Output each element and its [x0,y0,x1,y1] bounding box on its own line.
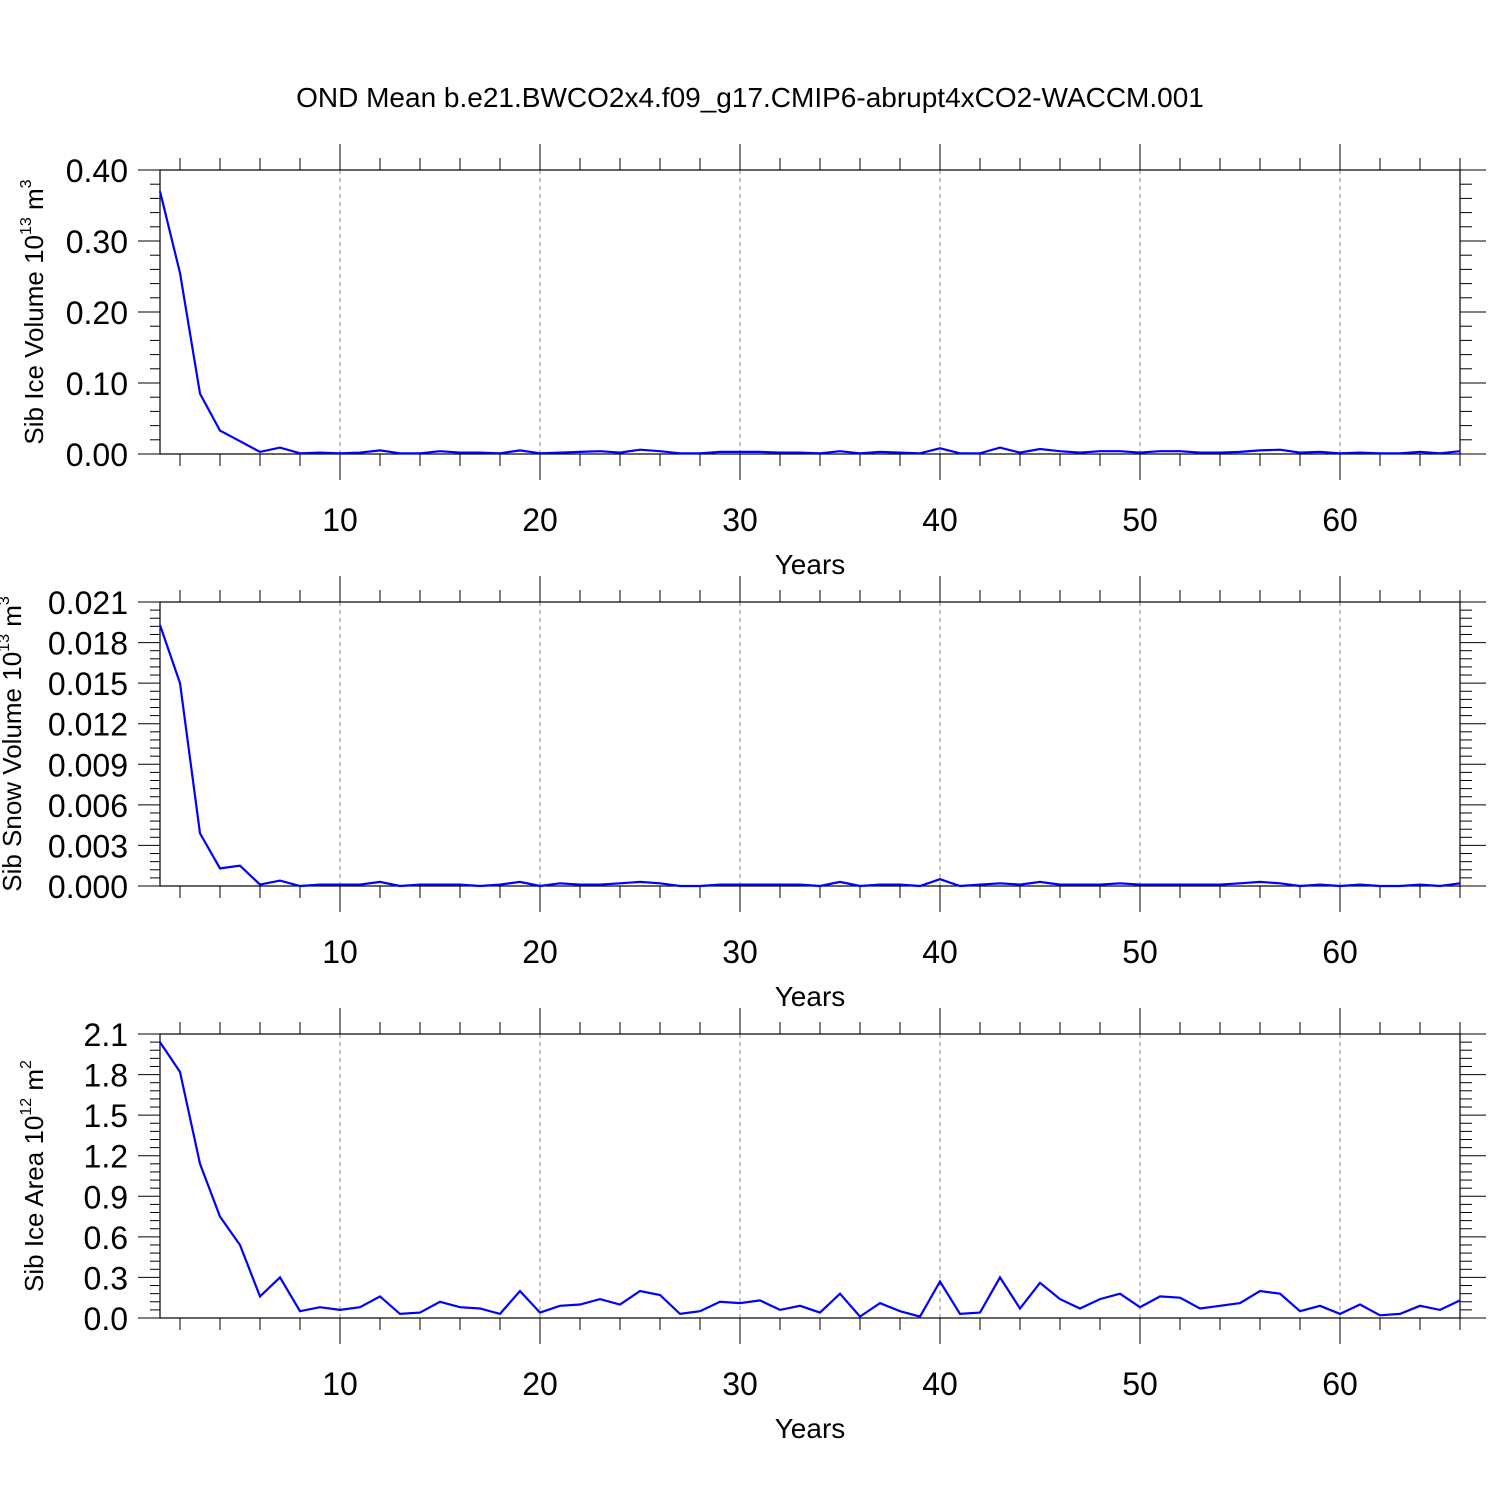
panel-snow-volume: Years 10 20 30 40 50 60 0.000 0.003 0.006 0.009 0.… [0,576,1486,1012]
y-tick-label: 0.30 [66,224,128,260]
x-tick-label: 40 [922,502,958,538]
x-tick-label: 50 [1122,934,1158,970]
series-line [158,624,1461,888]
y-tick-label: 0.012 [48,707,128,743]
y-tick-label: 0.6 [84,1220,128,1256]
x-tick-label: 60 [1322,1366,1358,1402]
y-axis-label: Sib Ice Area 1012 m2 [18,1060,49,1292]
y-tick-label: 0.000 [48,869,128,905]
x-tick-label: 30 [722,1366,758,1402]
y-tick-label: 0.0 [84,1301,128,1337]
x-tick-label: 60 [1322,502,1358,538]
chart-title: OND Mean b.e21.BWCO2x4.f09_g17.CMIP6-abr… [296,82,1204,113]
panel-ice-area: Years 10 20 30 40 50 60 0.0 0.3 0.6 0.9 1.2 1.5 1.8 2… [18,1008,1486,1444]
y-tick-label: 0.003 [48,828,128,864]
x-tick-label: 20 [522,502,558,538]
x-tick-label: 20 [522,934,558,970]
y-tick-label: 0.009 [48,747,128,783]
x-tick-label: 40 [922,934,958,970]
y-tick-label: 0.00 [66,437,128,473]
y-tick-label: 0.9 [84,1179,128,1215]
y-tick-label: 0.3 [84,1260,128,1296]
y-tick-label: 0.018 [48,626,128,662]
x-axis-label: Years [775,549,846,580]
y-tick-label: 1.2 [84,1139,128,1175]
y-tick-label: 0.006 [48,788,128,824]
y-tick-label: 0.40 [66,153,128,189]
x-tick-label: 50 [1122,502,1158,538]
y-axis-label: Sib Ice Volume 1013 m3 [18,179,49,444]
y-tick-label: 0.20 [66,295,128,331]
x-tick-label: 10 [322,934,358,970]
x-tick-label: 40 [922,1366,958,1402]
plot-frame [159,1033,1461,1319]
y-tick-label: 1.5 [84,1098,128,1134]
x-tick-label: 30 [722,502,758,538]
y-tick-label: 0.10 [66,366,128,402]
x-tick-label: 30 [722,934,758,970]
y-tick-label: 0.021 [48,585,128,621]
x-axis-label: Years [775,981,846,1012]
y-tick-label: 1.8 [84,1058,128,1094]
x-tick-label: 60 [1322,934,1358,970]
x-tick-label: 20 [522,1366,558,1402]
x-tick-label: 10 [322,1366,358,1402]
y-tick-label: 0.015 [48,666,128,702]
panel-ice-volume: Years 10 20 30 40 50 60 0.00 0.10 0.20 0.30 0.40 Si… [18,144,1486,580]
plot-frame [159,169,1461,455]
series-line [159,1041,1461,1319]
series-line [158,191,1461,455]
x-tick-label: 10 [322,502,358,538]
x-axis-label: Years [775,1413,846,1444]
y-axis-label: Sib Snow Volume 1013 m3 [0,596,27,892]
y-tick-label: 2.1 [84,1017,128,1053]
plot-frame [159,601,1461,887]
x-tick-label: 50 [1122,1366,1158,1402]
